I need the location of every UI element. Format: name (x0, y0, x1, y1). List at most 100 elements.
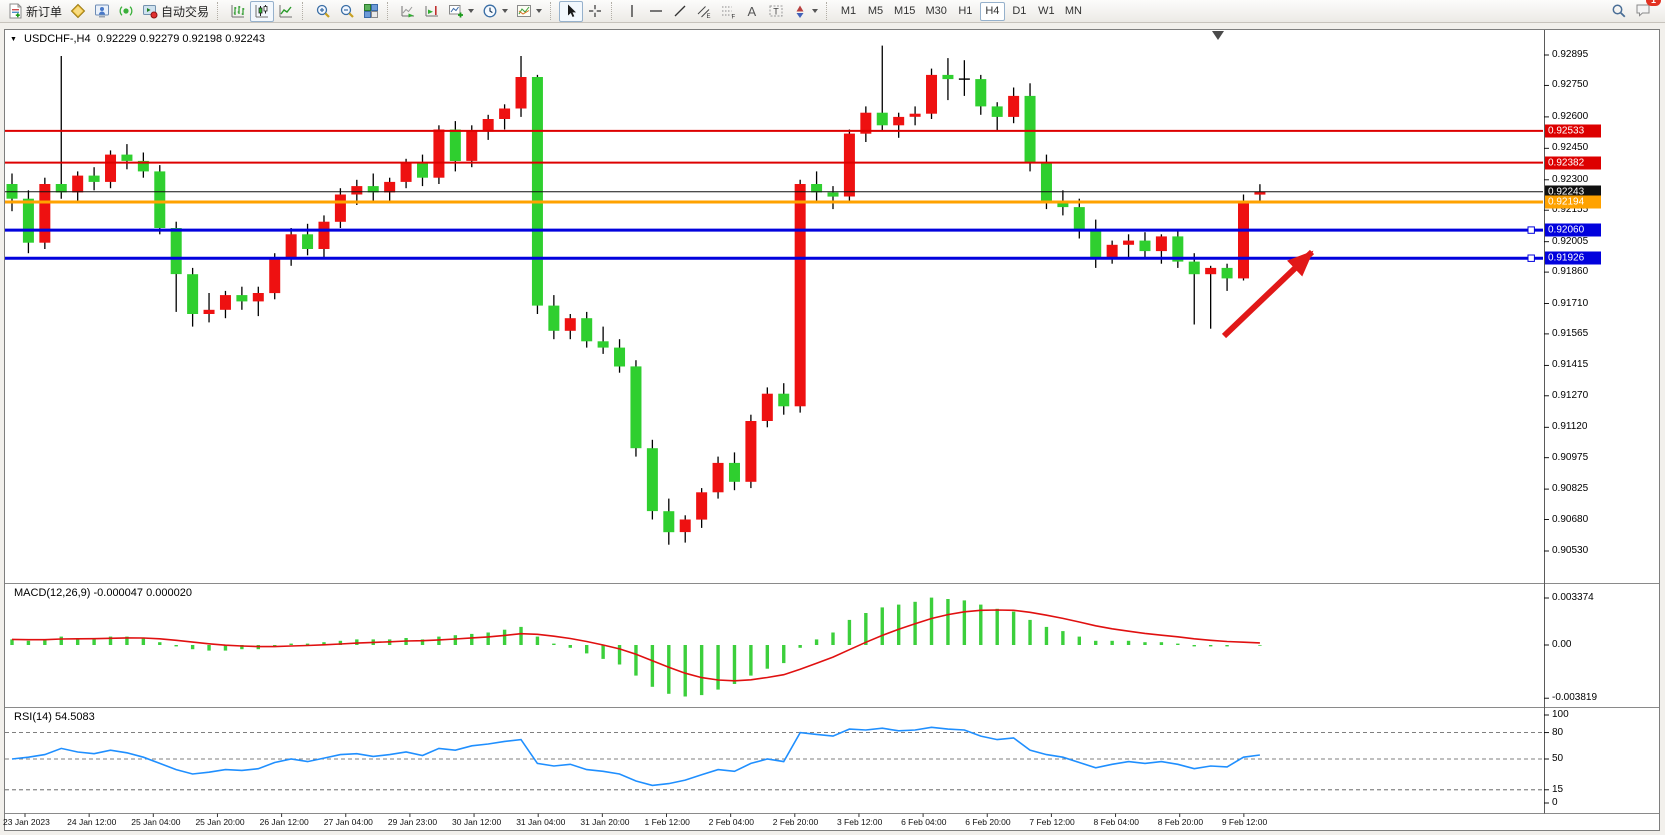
macd-signal-line (11, 609, 1260, 682)
chart-shift-icon (425, 6, 439, 17)
candle-body (400, 163, 412, 182)
rsi-line (11, 726, 1261, 787)
toolbar-separator (302, 2, 307, 20)
timeframe-group: M1 M5 M15 M30 H1 H4 D1 W1 MN (835, 1, 1087, 21)
candle-body (728, 462, 740, 482)
candle-body (236, 295, 248, 302)
candle-body (761, 393, 773, 421)
arrow-shapes-button[interactable] (788, 1, 822, 22)
candle-body (334, 194, 346, 222)
candle-body (843, 133, 855, 197)
candle-body (367, 186, 379, 193)
crosshair-button[interactable] (583, 1, 607, 22)
bars-chart-button[interactable] (226, 1, 250, 22)
navigator-button[interactable] (90, 1, 114, 22)
text-button[interactable]: A (740, 1, 764, 22)
data-window-icon (119, 6, 133, 16)
candle-body (154, 171, 166, 228)
chevron-down-icon (812, 9, 819, 13)
candle-body (679, 519, 691, 533)
new-order-label: 新订单 (26, 4, 63, 19)
candle-body (1139, 240, 1151, 252)
trendline-button[interactable] (668, 1, 692, 22)
candle-body (893, 116, 905, 126)
cursor-arrow-icon (568, 4, 577, 17)
line-chart-icon (279, 5, 293, 18)
timeframe-h4-button[interactable]: H4 (979, 1, 1005, 21)
candle-body (1057, 200, 1069, 208)
cursor-button[interactable] (559, 0, 584, 22)
fibonacci-icon: F (722, 6, 736, 20)
timeframe-h1-button[interactable]: H1 (953, 2, 978, 21)
text-label-button[interactable]: T (764, 1, 788, 22)
candle-body (975, 79, 987, 107)
toolbar-separator (826, 2, 831, 20)
candle-body (499, 108, 511, 119)
autotrading-icon (143, 5, 158, 19)
timeframe-d1-button[interactable]: D1 (1007, 2, 1032, 21)
candle-body (318, 221, 330, 249)
candle-body (663, 511, 675, 533)
market-watch-button[interactable] (66, 1, 90, 22)
timeframe-m1-button[interactable]: M1 (836, 2, 861, 21)
candle-body (1073, 207, 1085, 231)
text-a-icon: A (748, 4, 757, 19)
candle-body (564, 318, 576, 331)
candle-body (219, 295, 231, 310)
candle-body (811, 184, 823, 193)
candle-body (860, 112, 872, 134)
periods-button[interactable] (478, 1, 512, 22)
svg-text:F: F (732, 15, 736, 20)
tile-windows-button[interactable] (359, 1, 383, 22)
chart-shift-button[interactable] (420, 1, 444, 22)
candle-body (942, 74, 954, 80)
zoom-in-button[interactable] (311, 1, 335, 22)
timeframe-w1-button[interactable]: W1 (1034, 2, 1059, 21)
candle-body (515, 77, 527, 109)
search-button[interactable] (1607, 1, 1631, 22)
tile-windows-icon (364, 4, 379, 18)
new-chart-button[interactable] (444, 1, 478, 22)
candle-body (794, 184, 806, 407)
candle-body (39, 184, 51, 243)
data-window-button[interactable] (114, 1, 138, 22)
templates-icon (517, 5, 532, 17)
candle-body (55, 184, 67, 193)
line-handle[interactable] (1527, 226, 1535, 234)
candle-body (1254, 191, 1266, 195)
search-icon (1612, 4, 1626, 18)
horizontal-line-button[interactable] (644, 1, 668, 22)
chevron-down-icon (536, 9, 543, 13)
templates-button[interactable] (512, 1, 546, 22)
candle-body (827, 192, 839, 197)
timeframe-mn-button[interactable]: MN (1061, 2, 1086, 21)
vertical-line-button[interactable] (620, 1, 644, 22)
candle-body (614, 347, 626, 367)
candle-body (187, 274, 199, 314)
zoom-out-button[interactable] (335, 1, 359, 22)
timeframe-m15-button[interactable]: M15 (890, 2, 919, 21)
line-chart-button[interactable] (274, 1, 298, 22)
autotrading-button[interactable]: 自动交易 (138, 1, 213, 22)
candles-chart-button[interactable] (250, 0, 275, 22)
candle-body (1090, 230, 1102, 258)
auto-scroll-button[interactable] (396, 1, 420, 22)
new-chart-icon (449, 5, 464, 18)
candle-body (269, 259, 281, 294)
candle-body (909, 113, 921, 117)
trend-arrow-annotation[interactable] (1221, 249, 1315, 339)
fibonacci-button[interactable]: F (716, 1, 740, 22)
candle-body (991, 106, 1003, 117)
new-order-button[interactable]: 新订单 (3, 1, 66, 22)
candle-body (876, 112, 888, 126)
candle-body (630, 366, 642, 449)
candle-body (466, 131, 478, 161)
line-handle[interactable] (1527, 254, 1535, 262)
chat-button[interactable] (1631, 0, 1655, 20)
timeframe-m30-button[interactable]: M30 (921, 2, 950, 21)
timeframe-m5-button[interactable]: M5 (863, 2, 888, 21)
candle-body (22, 198, 34, 243)
candle-body (1172, 236, 1184, 262)
equidistant-channel-button[interactable]: E (692, 1, 716, 22)
